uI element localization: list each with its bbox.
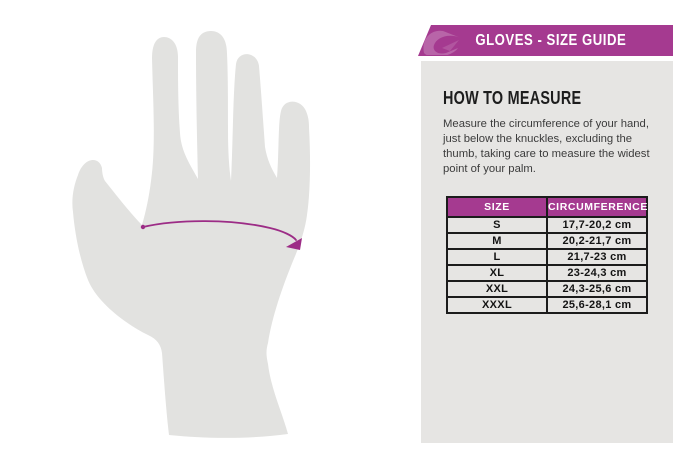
- hand-illustration: [72, 31, 311, 438]
- table-row: XXXL 25,6-28,1 cm: [446, 296, 648, 314]
- size-cell: XL: [446, 264, 548, 282]
- table-row: XL 23-24,3 cm: [446, 264, 648, 282]
- size-cell: S: [446, 216, 548, 234]
- banner-title: GLOVES - SIZE GUIDE: [475, 31, 626, 49]
- section-heading: HOW TO MEASURE: [443, 88, 651, 108]
- table-row: M 20,2-21,7 cm: [446, 232, 648, 250]
- title-banner: GLOVES - SIZE GUIDE: [418, 25, 673, 56]
- circumference-cell: 20,2-21,7 cm: [546, 232, 648, 250]
- col-header-circumference: CIRCUMFERENCE: [546, 196, 648, 218]
- circumference-cell: 21,7-23 cm: [546, 248, 648, 266]
- circumference-cell: 23-24,3 cm: [546, 264, 648, 282]
- size-cell: M: [446, 232, 548, 250]
- section-heading-text: HOW TO MEASURE: [443, 88, 582, 108]
- circumference-cell: 17,7-20,2 cm: [546, 216, 648, 234]
- col-header-size: SIZE: [446, 196, 548, 218]
- table-row: XXL 24,3-25,6 cm: [446, 280, 648, 298]
- circumference-cell: 25,6-28,1 cm: [546, 296, 648, 314]
- size-cell: L: [446, 248, 548, 266]
- acerbis-logo-icon: [423, 30, 461, 55]
- table-row: S 17,7-20,2 cm: [446, 216, 648, 234]
- size-table: SIZE CIRCUMFERENCE S 17,7-20,2 cm M 20,2…: [446, 196, 648, 314]
- info-panel: HOW TO MEASURE Measure the circumference…: [421, 61, 673, 443]
- measure-arrow: [140, 220, 302, 250]
- hand-silhouette: [72, 31, 311, 438]
- size-cell: XXXL: [446, 296, 548, 314]
- table-row: L 21,7-23 cm: [446, 248, 648, 266]
- size-table-header-row: SIZE CIRCUMFERENCE: [446, 196, 648, 218]
- circumference-cell: 24,3-25,6 cm: [546, 280, 648, 298]
- size-cell: XXL: [446, 280, 548, 298]
- measure-instructions: Measure the circumference of your hand, …: [443, 118, 650, 175]
